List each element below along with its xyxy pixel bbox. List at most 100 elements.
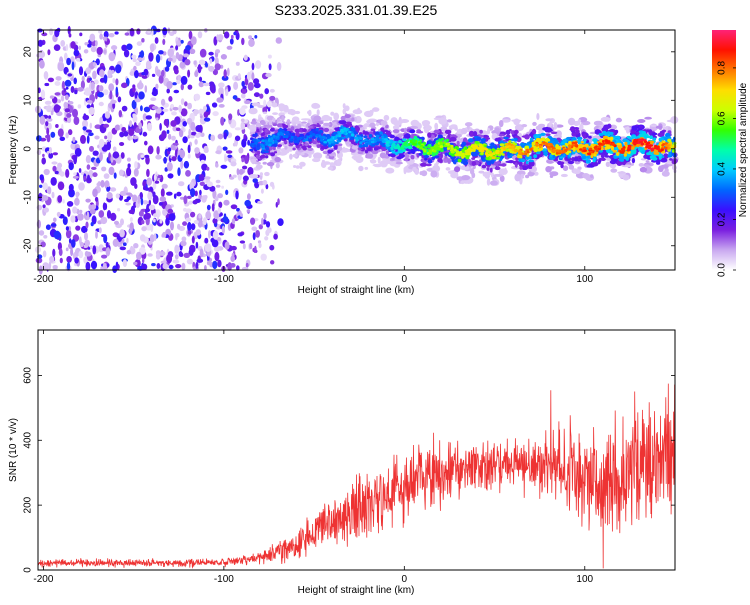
ridge-cell — [264, 150, 269, 153]
ridge-cell — [456, 133, 462, 138]
noise-speckle — [140, 154, 146, 158]
noise-speckle — [226, 45, 233, 50]
ridge-cell — [520, 158, 526, 163]
ridge-cell — [617, 171, 626, 174]
noise-speckle — [184, 59, 191, 66]
noise-speckle — [200, 132, 205, 137]
noise-speckle — [43, 168, 50, 176]
ridge-cell — [450, 147, 454, 150]
noise-speckle — [105, 247, 111, 257]
ridge-cell — [327, 166, 334, 171]
noise-speckle — [253, 78, 260, 85]
noise-speckle — [45, 121, 49, 127]
ridge-cell — [631, 125, 638, 132]
noise-speckle — [225, 88, 229, 97]
ridge-cell — [370, 137, 375, 141]
noise-speckle — [252, 232, 256, 241]
ridge-cell — [363, 135, 368, 138]
noise-speckle — [44, 82, 50, 87]
noise-speckle — [64, 108, 71, 113]
noise-speckle — [204, 176, 211, 180]
ridge-cell — [404, 127, 407, 133]
noise-speckle — [103, 49, 107, 54]
noise-speckle — [150, 224, 154, 232]
noise-speckle — [151, 90, 158, 96]
noise-speckle — [130, 177, 137, 186]
noise-speckle — [100, 180, 105, 188]
noise-speckle — [230, 255, 235, 262]
noise-speckle — [155, 54, 161, 63]
ridge-cell — [454, 145, 459, 150]
noise-speckle — [121, 82, 128, 89]
noise-speckle — [106, 263, 110, 267]
ridge-cell — [447, 133, 451, 139]
noise-speckle — [263, 212, 267, 220]
noise-speckle — [85, 129, 92, 133]
noise-speckle — [174, 254, 179, 260]
ridge-cell — [274, 156, 282, 163]
noise-speckle — [114, 31, 119, 35]
ridge-cell — [408, 145, 412, 150]
noise-speckle — [251, 62, 255, 71]
ridge-cell — [314, 103, 321, 109]
noise-speckle — [99, 33, 103, 40]
noise-speckle — [104, 180, 110, 190]
ridge-cell — [498, 120, 504, 128]
noise-speckle — [39, 184, 43, 188]
ridge-cell — [603, 152, 608, 156]
noise-speckle — [193, 220, 199, 224]
noise-speckle — [102, 263, 108, 271]
ridge-cell — [409, 139, 413, 144]
noise-speckle — [92, 245, 97, 255]
noise-speckle — [133, 168, 139, 177]
noise-speckle — [39, 174, 44, 181]
ridge-cell — [471, 172, 476, 179]
ridge-cell — [669, 158, 673, 161]
ridge-cell — [418, 152, 423, 156]
ridge-cell — [490, 172, 494, 178]
noise-speckle — [161, 130, 167, 140]
ridge-cell — [404, 154, 410, 159]
ridge-cell — [349, 137, 355, 140]
ridge-cell — [625, 156, 630, 161]
ridge-cell — [256, 128, 261, 133]
ridge-cell — [664, 142, 669, 145]
ridge-cell — [257, 105, 265, 108]
noise-speckle — [46, 117, 53, 122]
ridge-cell — [419, 146, 423, 150]
ridge-cell — [447, 158, 451, 165]
ridge-cell — [416, 145, 420, 149]
noise-speckle — [60, 95, 65, 102]
noise-speckle — [194, 93, 201, 101]
ridge-cell — [413, 135, 418, 139]
ridge-cell — [531, 128, 537, 135]
ridge-cell — [261, 139, 265, 143]
ridge-cell — [592, 138, 598, 143]
noise-speckle — [57, 128, 64, 137]
noise-speckle — [65, 229, 72, 239]
noise-speckle — [85, 261, 91, 271]
ridge-cell — [565, 151, 569, 155]
noise-speckle — [132, 115, 138, 123]
ridge-cell — [513, 149, 517, 153]
noise-speckle — [190, 223, 196, 231]
ridge-cell — [357, 110, 362, 114]
noise-speckle — [277, 198, 280, 206]
noise-speckle — [266, 101, 273, 108]
noise-speckle — [204, 237, 209, 244]
noise-speckle — [254, 181, 260, 189]
noise-speckle — [83, 175, 87, 181]
noise-speckle — [235, 190, 239, 200]
ridge-cell — [671, 159, 677, 165]
ridge-cell — [513, 118, 520, 126]
noise-speckle — [140, 50, 145, 58]
ridge-cell — [271, 102, 278, 108]
ridge-cell — [376, 136, 379, 140]
ridge-cell — [369, 122, 376, 128]
ridge-cell — [301, 136, 306, 139]
ridge-cell — [315, 128, 319, 132]
noise-speckle — [183, 252, 191, 258]
noise-speckle — [244, 199, 251, 207]
noise-speckle — [68, 129, 73, 136]
noise-speckle — [110, 155, 114, 163]
